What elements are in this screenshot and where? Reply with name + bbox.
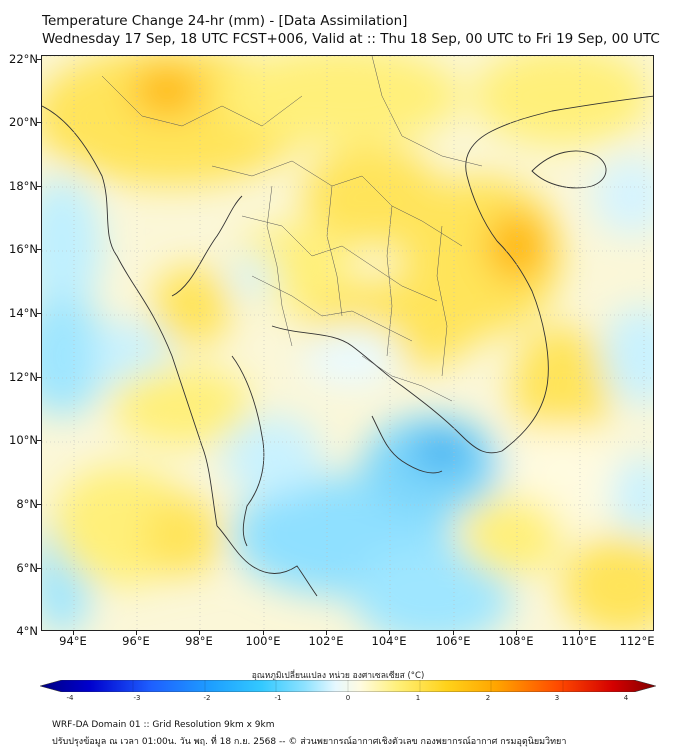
title-line-1: Temperature Change 24-hr (mm) - [Data As… <box>42 13 408 29</box>
province-borders <box>101 56 483 402</box>
lon-tickmark <box>263 631 264 635</box>
colorbar-ramp <box>40 680 656 692</box>
colorbar-tick: 2 <box>485 694 491 702</box>
lon-tickmark <box>453 631 454 635</box>
colorbar-tick: 3 <box>554 694 560 702</box>
lat-tick: 10°N <box>9 433 38 447</box>
lon-tick: 100°E <box>245 634 281 648</box>
colorbar-tick: -1 <box>274 694 282 702</box>
lat-tickmark <box>37 186 41 187</box>
lon-tickmark <box>73 631 74 635</box>
lon-tickmark <box>136 631 137 635</box>
graticule <box>42 56 653 630</box>
colorbar-divisions <box>132 680 564 692</box>
lon-tickmark <box>579 631 580 635</box>
lon-tick: 104°E <box>371 634 407 648</box>
lon-tickmark <box>516 631 517 635</box>
lat-tick: 8°N <box>16 497 38 511</box>
colorbar-tick: 1 <box>415 694 421 702</box>
title-line-2: Wednesday 17 Sep, 18 UTC FCST+006, Valid… <box>42 31 660 47</box>
lon-tick: 96°E <box>122 634 150 648</box>
lat-tick: 6°N <box>16 561 38 575</box>
map-canvas <box>42 56 653 630</box>
lat-tick: 16°N <box>9 242 38 256</box>
lat-tick: 4°N <box>16 624 38 638</box>
lat-tick: 14°N <box>9 306 38 320</box>
temperature-map <box>41 55 654 631</box>
colorbar-tick: -3 <box>133 694 141 702</box>
lon-tickmark <box>326 631 327 635</box>
lat-tick: 18°N <box>9 179 38 193</box>
lat-tickmark <box>37 122 41 123</box>
lon-tick: 98°E <box>185 634 213 648</box>
lat-tickmark <box>37 313 41 314</box>
colorbar-tick: 0 <box>345 694 351 702</box>
footer-credit: ปรับปรุงข้อมูล ณ เวลา 01:00น. วัน พฤ. ที… <box>52 737 567 747</box>
colorbar-tick: -4 <box>66 694 74 702</box>
colorbar-tick: 4 <box>623 694 629 702</box>
lon-tick: 110°E <box>561 634 597 648</box>
lat-tick: 20°N <box>9 115 38 129</box>
lon-tick: 108°E <box>498 634 534 648</box>
lat-tick: 22°N <box>9 52 38 66</box>
colorbar <box>40 680 656 692</box>
lat-tickmark <box>37 377 41 378</box>
lat-tick: 12°N <box>9 370 38 384</box>
lon-tick: 112°E <box>619 634 655 648</box>
colorbar-label: อุณหภูมิเปลี่ยนแปลง หน่วย องศาเซลเซียส (… <box>251 671 425 681</box>
map-title: Temperature Change 24-hr (mm) - [Data As… <box>42 12 660 48</box>
lat-tickmark <box>37 249 41 250</box>
lat-tickmark <box>37 504 41 505</box>
lat-tickmark <box>37 59 41 60</box>
lon-tick: 106°E <box>435 634 471 648</box>
colorbar-tick: -2 <box>203 694 211 702</box>
lon-tick: 102°E <box>308 634 344 648</box>
temperature-field <box>42 56 653 630</box>
lon-tick: 94°E <box>59 634 87 648</box>
footer-domain-info: WRF-DA Domain 01 :: Grid Resolution 9km … <box>52 720 275 730</box>
coastlines <box>42 95 653 597</box>
lon-tickmark <box>199 631 200 635</box>
lon-tickmark <box>389 631 390 635</box>
lat-tickmark <box>37 568 41 569</box>
lat-tickmark <box>37 440 41 441</box>
